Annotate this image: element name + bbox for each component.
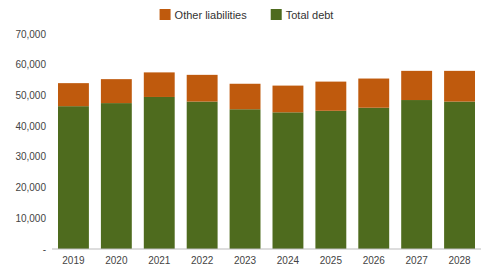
x-tick-label: 2020	[105, 255, 128, 266]
y-tick-label: 40,000	[15, 121, 46, 132]
bar-segment	[187, 102, 218, 249]
bar-segment	[401, 100, 432, 249]
x-tick-label: 2019	[62, 255, 85, 266]
bar-segment	[144, 97, 175, 249]
bar-segment	[187, 75, 218, 102]
legend-item: Total debt	[271, 9, 334, 21]
legend-label: Other liabilities	[175, 9, 248, 21]
x-tick-label: 2026	[363, 255, 386, 266]
chart-container: - 10,000 20,000 30,000 40,000 50,000 60,000 70,…	[0, 0, 493, 273]
bar-segment	[101, 79, 132, 103]
bar-segment	[401, 71, 432, 100]
y-tick-label: 30,000	[15, 151, 46, 162]
y-tick-label: 50,000	[15, 90, 46, 101]
x-tick-label: 2028	[448, 255, 471, 266]
x-tick-label: 2025	[320, 255, 343, 266]
x-axis-line	[52, 249, 481, 250]
y-tick-label: 70,000	[15, 29, 46, 40]
bar-segment	[58, 106, 89, 249]
bar-segment	[358, 79, 389, 108]
bar-segment	[273, 112, 304, 249]
bar-segment	[101, 103, 132, 249]
legend-swatch	[271, 9, 282, 20]
bar-segment	[444, 71, 475, 102]
x-tick-label: 2024	[277, 255, 300, 266]
bar-segment	[315, 111, 346, 249]
bar-segment	[273, 86, 304, 113]
bar-segment	[444, 102, 475, 249]
legend: Other liabilities Total debt	[160, 9, 334, 21]
chart-svg: - 10,000 20,000 30,000 40,000 50,000 60,000 70,…	[0, 0, 493, 273]
legend-swatch	[160, 9, 171, 20]
bar-segment	[58, 83, 89, 106]
legend-item: Other liabilities	[160, 9, 248, 21]
y-tick-label: -	[43, 244, 46, 255]
bar-segment	[230, 84, 261, 109]
legend-label: Total debt	[286, 9, 334, 21]
y-tick-label: 10,000	[15, 213, 46, 224]
x-tick-label: 2021	[148, 255, 171, 266]
x-tick-label: 2023	[234, 255, 257, 266]
y-tick-label: 60,000	[15, 59, 46, 70]
bar-segment	[230, 109, 261, 249]
bar-segment	[144, 72, 175, 97]
bar-segment	[358, 108, 389, 249]
bars	[58, 71, 475, 249]
x-tick-label: 2022	[191, 255, 214, 266]
bar-segment	[315, 82, 346, 111]
y-tick-label: 20,000	[15, 182, 46, 193]
x-tick-label: 2027	[406, 255, 429, 266]
